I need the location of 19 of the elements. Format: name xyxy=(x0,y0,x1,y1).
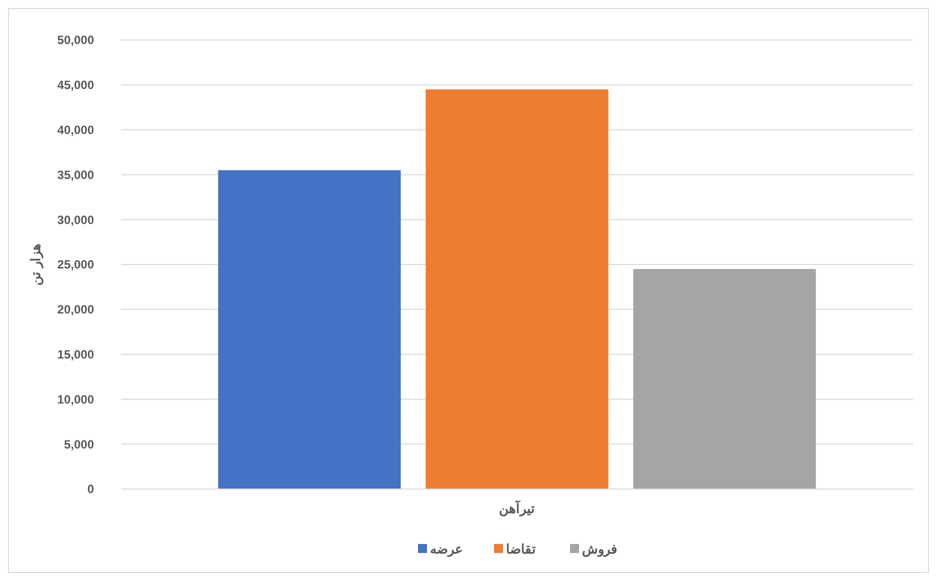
bar xyxy=(218,170,401,489)
y-tick-label: 20,000 xyxy=(57,302,94,317)
y-tick-label: 10,000 xyxy=(57,392,94,406)
y-tick-label: 15,000 xyxy=(57,348,94,362)
y-tick-label: 35,000 xyxy=(57,168,94,182)
bar xyxy=(633,268,816,489)
legend-label: تقاضا xyxy=(506,542,536,557)
y-tick-label: 50,000 xyxy=(57,33,94,48)
x-tick-label: تیرآهن xyxy=(499,500,535,517)
legend-label: عرضه xyxy=(430,542,463,558)
y-tick-label: 30,000 xyxy=(57,212,94,227)
legend-label: فروش xyxy=(582,542,617,558)
y-tick-label: 40,000 xyxy=(57,123,94,137)
bar xyxy=(426,89,608,489)
y-tick-label: 45,000 xyxy=(57,78,94,92)
y-tick-label: 0 xyxy=(87,482,94,496)
y-tick-label: 25,000 xyxy=(57,258,94,272)
y-axis-title: هزار تن xyxy=(28,244,44,286)
y-tick-label: 5,000 xyxy=(64,437,94,452)
